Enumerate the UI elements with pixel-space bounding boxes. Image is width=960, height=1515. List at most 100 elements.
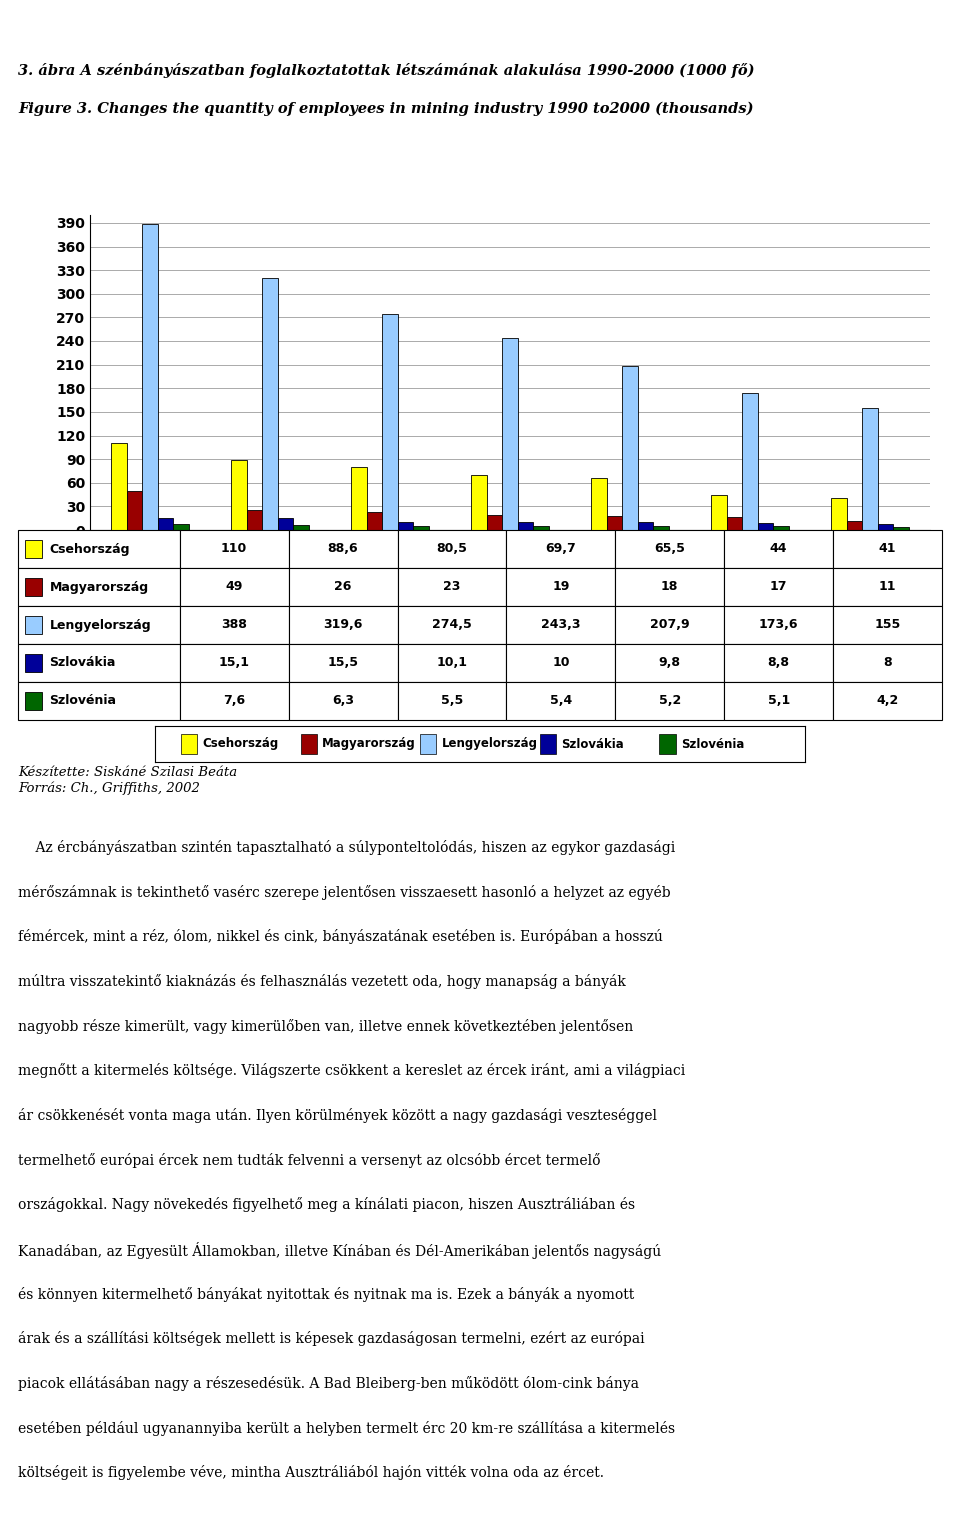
Bar [294, 526, 309, 530]
Bar [833, 530, 942, 568]
Bar [615, 568, 724, 606]
Text: 69,7: 69,7 [545, 542, 576, 556]
Bar [247, 509, 262, 530]
Text: 41: 41 [878, 542, 897, 556]
Text: Csehország: Csehország [49, 542, 130, 556]
Text: 10: 10 [552, 656, 569, 670]
Bar [414, 526, 429, 530]
Bar [507, 606, 615, 644]
Bar [382, 314, 397, 530]
Text: 8: 8 [883, 656, 892, 670]
Bar [397, 606, 507, 644]
Bar [181, 733, 197, 754]
Text: 11: 11 [878, 580, 897, 594]
Text: Magyarország: Magyarország [49, 580, 149, 594]
Bar [180, 644, 289, 682]
Bar [180, 682, 289, 720]
Bar [615, 644, 724, 682]
Bar [289, 568, 397, 606]
Text: Az ércbányászatban szintén tapasztalható a súlyponteltolódás, hiszen az egykor g: Az ércbányászatban szintén tapasztalható… [18, 839, 675, 854]
Text: 44: 44 [770, 542, 787, 556]
Bar [180, 568, 289, 606]
Text: Szlovénia: Szlovénia [49, 694, 116, 708]
Bar [711, 495, 727, 530]
Bar [507, 530, 615, 568]
Bar [25, 692, 42, 709]
Bar [18, 568, 180, 606]
Text: 8,8: 8,8 [768, 656, 790, 670]
Text: múltra visszatekintő kiaknázás és felhasználás vezetett oda, hogy manapság a bán: múltra visszatekintő kiaknázás és felhas… [18, 974, 626, 989]
Bar [25, 579, 42, 595]
Bar [289, 606, 397, 644]
Text: árak és a szállítási költségek mellett is képesek gazdaságosan termelni, ezért a: árak és a szállítási költségek mellett i… [18, 1332, 644, 1347]
Bar [507, 682, 615, 720]
Text: 49: 49 [226, 580, 243, 594]
Bar [180, 530, 289, 568]
Bar [507, 568, 615, 606]
Bar [615, 530, 724, 568]
Bar [622, 367, 637, 530]
Text: 274,5: 274,5 [432, 618, 471, 632]
Bar [487, 515, 502, 530]
Text: Kanadában, az Egyesült Államokban, illetve Kínában és Dél-Amerikában jelentős na: Kanadában, az Egyesült Államokban, illet… [18, 1242, 661, 1259]
Text: megnőtt a kitermelés költsége. Világszerte csökkent a kereslet az ércek iránt, a: megnőtt a kitermelés költsége. Világszer… [18, 1064, 685, 1079]
Bar [174, 524, 189, 530]
Text: 17: 17 [770, 580, 787, 594]
Bar [517, 523, 534, 530]
Text: 26: 26 [334, 580, 351, 594]
Text: 19: 19 [552, 580, 569, 594]
Bar [833, 568, 942, 606]
Text: Szlovákia: Szlovákia [562, 738, 624, 750]
Bar [502, 338, 517, 530]
Bar [833, 682, 942, 720]
Bar [262, 279, 277, 530]
Bar [637, 523, 654, 530]
Bar [615, 682, 724, 720]
Text: 3. ábra A szénbányászatban foglalkoztatottak létszámának alakulása 1990-2000 (10: 3. ábra A szénbányászatban foglalkoztato… [18, 64, 755, 77]
Bar [833, 644, 942, 682]
Text: 207,9: 207,9 [650, 618, 689, 632]
Bar [25, 617, 42, 633]
Bar [847, 521, 862, 530]
Bar [591, 479, 607, 530]
Text: 173,6: 173,6 [759, 618, 799, 632]
Bar [471, 476, 487, 530]
Bar [507, 644, 615, 682]
Bar [277, 518, 294, 530]
Bar [300, 733, 317, 754]
Text: 319,6: 319,6 [324, 618, 363, 632]
Text: 10,1: 10,1 [437, 656, 468, 670]
Text: Csehország: Csehország [203, 738, 278, 750]
Bar [724, 682, 833, 720]
Bar [724, 606, 833, 644]
Bar [25, 654, 42, 671]
Bar [534, 526, 549, 530]
Bar [289, 682, 397, 720]
Text: 5,4: 5,4 [550, 694, 572, 708]
Bar [862, 408, 877, 530]
Bar [397, 568, 507, 606]
Text: 110: 110 [221, 542, 248, 556]
Text: 80,5: 80,5 [437, 542, 468, 556]
Bar [397, 530, 507, 568]
Text: 18: 18 [661, 580, 679, 594]
Bar [111, 444, 127, 530]
Text: Készítette: Siskáné Szilasi Beáta
Forrás: Ch., Griffiths, 2002: Készítette: Siskáné Szilasi Beáta Forrás… [18, 767, 237, 794]
Bar [231, 461, 247, 530]
Text: Figure 3. Changes the quantity of employees in mining industry 1990 to2000 (thou: Figure 3. Changes the quantity of employ… [18, 102, 754, 117]
Bar [615, 606, 724, 644]
Bar [540, 733, 556, 754]
Bar [894, 527, 909, 530]
Text: Szlovákia: Szlovákia [49, 656, 116, 670]
Text: piacok ellátásában nagy a részesedésük. A Bad Bleiberg-ben működött ólom-cink bá: piacok ellátásában nagy a részesedésük. … [18, 1376, 639, 1391]
Bar [142, 224, 157, 530]
Text: 5,2: 5,2 [659, 694, 681, 708]
Text: 7,6: 7,6 [223, 694, 245, 708]
Bar [127, 491, 142, 530]
Bar [367, 512, 382, 530]
Text: 388: 388 [221, 618, 247, 632]
Bar [351, 467, 367, 530]
Text: 15,5: 15,5 [327, 656, 358, 670]
Bar [18, 606, 180, 644]
Bar [833, 606, 942, 644]
